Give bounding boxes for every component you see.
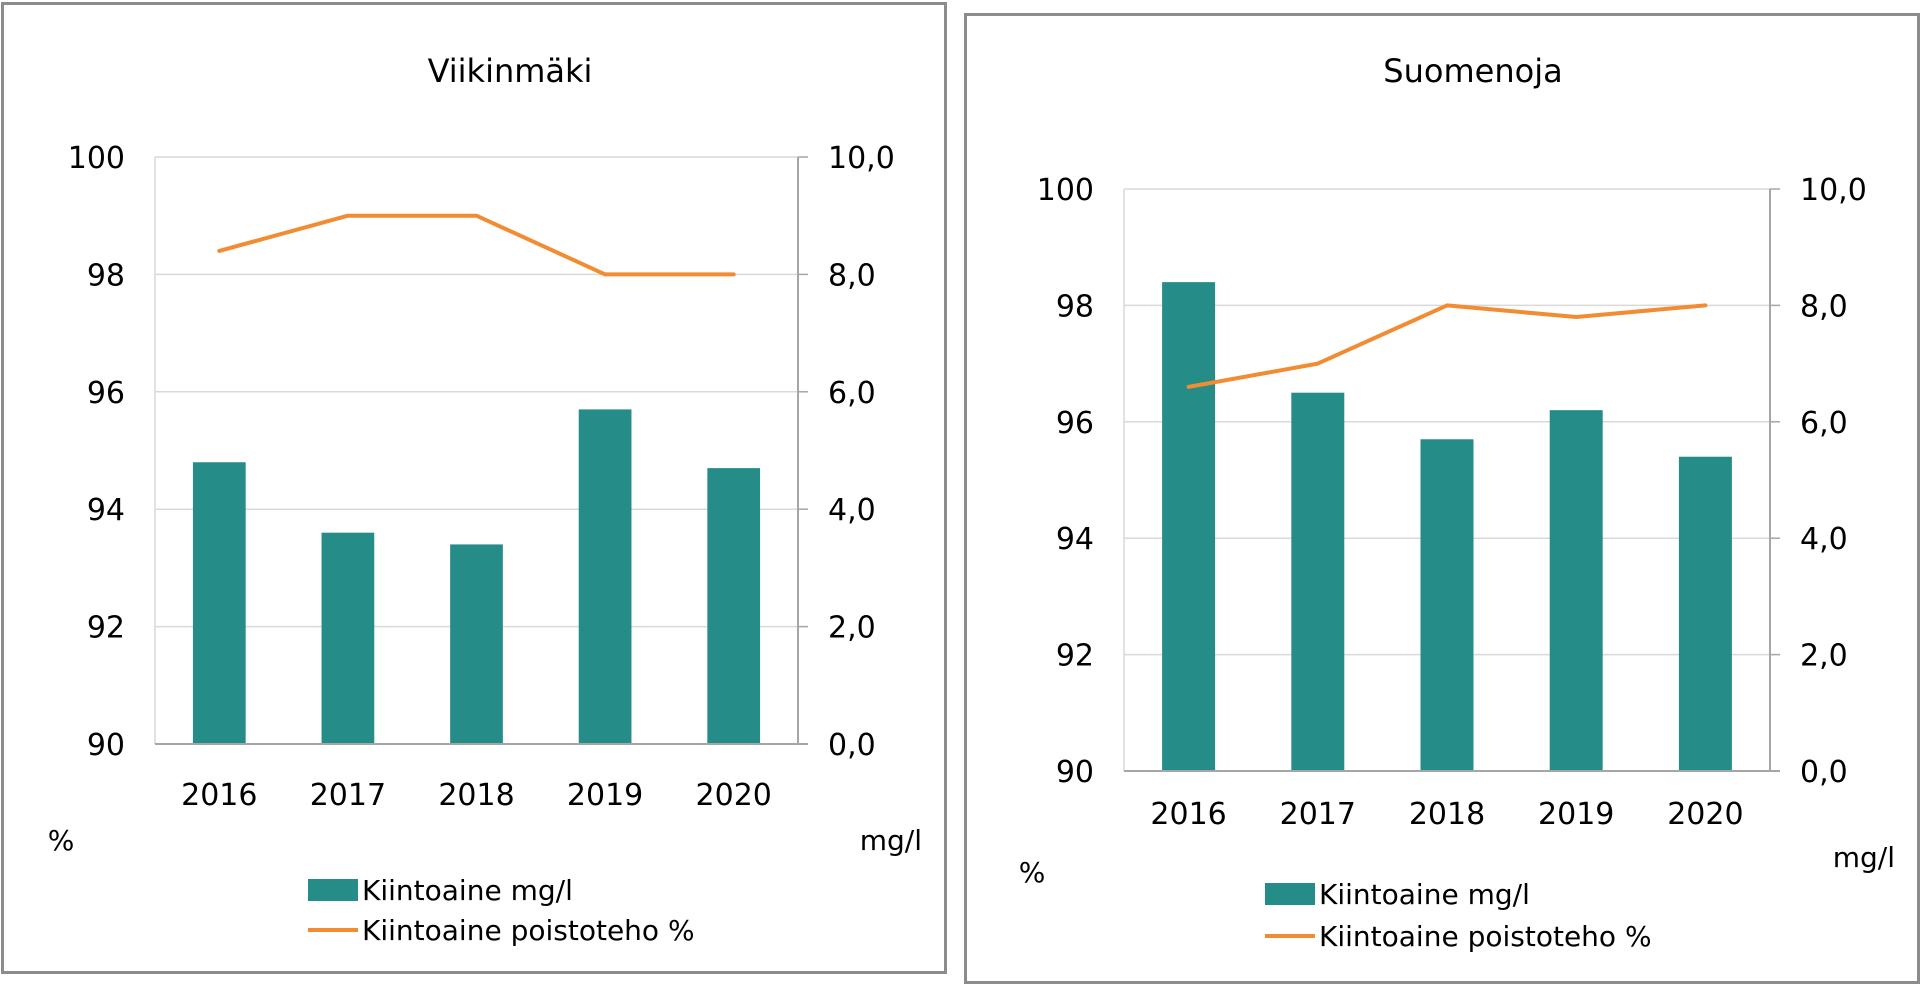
left-axis-tick-label: 90	[1056, 755, 1094, 790]
right-axis-tick-label: 0,0	[828, 728, 876, 763]
x-axis-tick-label: 2019	[567, 778, 643, 813]
left-axis-tick-label: 90	[87, 728, 125, 763]
left-axis-tick-label: 94	[87, 493, 125, 528]
x-axis-tick-label: 2017	[1280, 797, 1356, 832]
bar-2016	[192, 462, 246, 744]
right-axis-tick-label: 6,0	[1800, 406, 1848, 441]
left-axis-tick-label: 92	[87, 611, 125, 646]
right-axis-tick-label: 6,0	[828, 376, 876, 411]
right-axis-tick-label: 10,0	[828, 141, 895, 176]
x-axis-tick-label: 2016	[1150, 797, 1226, 832]
chart-panel-viikinmaki	[1, 2, 947, 974]
left-axis-tick-label: 96	[87, 376, 125, 411]
right-axis-tick-label: 4,0	[1800, 522, 1848, 557]
legend-swatch-bar	[308, 879, 358, 901]
legend-entry-bar: Kiintoaine mg/l	[1319, 878, 1530, 911]
legend-swatch-bar	[1265, 883, 1315, 905]
right-axis-unit-label: mg/l	[1833, 841, 1895, 874]
legend-entry-bar: Kiintoaine mg/l	[362, 874, 573, 907]
plot-area: 90 0,0 92 2,0 94 4,0 96 6,0 98 8,0 100 10,0 2016 2017…	[68, 141, 895, 813]
x-axis-tick-label: 2020	[1667, 797, 1743, 832]
bar-2016	[1162, 282, 1216, 771]
bar-2019	[1549, 410, 1603, 771]
plot-area: 90 0,0 92 2,0 94 4,0 96 6,0 98 8,0 100 10,0 2016 2017…	[1037, 173, 1867, 832]
bar-2020	[1678, 456, 1732, 771]
legend: Kiintoaine mg/l Kiintoaine poistoteho %	[308, 874, 695, 947]
chart-title: Viikinmäki	[428, 52, 593, 90]
bar-2020	[707, 468, 761, 744]
right-axis-tick-label: 10,0	[1800, 173, 1867, 208]
right-axis-tick-label: 2,0	[1800, 639, 1848, 674]
legend-entry-line: Kiintoaine poistoteho %	[362, 914, 695, 947]
x-axis-tick-label: 2016	[181, 778, 257, 813]
chart-suomenoja: 90 0,0 92 2,0 94 4,0 96 6,0 98 8,0 100 10,0 2016 2017…	[1019, 52, 1895, 953]
left-axis-tick-label: 92	[1056, 639, 1094, 674]
left-axis-tick-label: 98	[87, 258, 125, 293]
right-axis-tick-label: 4,0	[828, 493, 876, 528]
bar-2018	[450, 544, 503, 744]
left-axis-unit-label: %	[48, 824, 75, 857]
left-axis-unit-label: %	[1019, 856, 1046, 889]
right-axis-tick-label: 0,0	[1800, 755, 1848, 790]
chart-title: Suomenoja	[1383, 52, 1562, 90]
bar-2017	[1291, 392, 1345, 771]
left-axis-tick-label: 100	[1037, 173, 1094, 208]
bar-2019	[578, 409, 632, 744]
chart-viikinmaki: 90 0,0 92 2,0 94 4,0 96 6,0 98 8,0 100 10,0 2016 2017…	[48, 52, 922, 947]
right-axis-tick-label: 8,0	[1800, 289, 1848, 324]
left-axis-tick-label: 100	[68, 141, 125, 176]
legend: Kiintoaine mg/l Kiintoaine poistoteho %	[1265, 878, 1652, 953]
legend-entry-line: Kiintoaine poistoteho %	[1319, 920, 1652, 953]
line-series-poistoteho	[1186, 303, 1708, 389]
bar-2018	[1420, 439, 1474, 771]
left-axis-tick-label: 94	[1056, 522, 1094, 557]
bar-2017	[321, 532, 375, 744]
x-axis-tick-label: 2018	[438, 778, 514, 813]
left-axis-tick-label: 96	[1056, 406, 1094, 441]
left-axis-tick-label: 98	[1056, 289, 1094, 324]
x-axis-tick-label: 2017	[310, 778, 386, 813]
right-axis-tick-label: 2,0	[828, 611, 876, 646]
x-axis-tick-label: 2019	[1538, 797, 1614, 832]
x-axis-tick-label: 2018	[1409, 797, 1485, 832]
right-axis-tick-label: 8,0	[828, 258, 876, 293]
x-axis-tick-label: 2020	[696, 778, 772, 813]
line-series-poistoteho	[217, 213, 736, 277]
right-axis-unit-label: mg/l	[860, 824, 922, 857]
